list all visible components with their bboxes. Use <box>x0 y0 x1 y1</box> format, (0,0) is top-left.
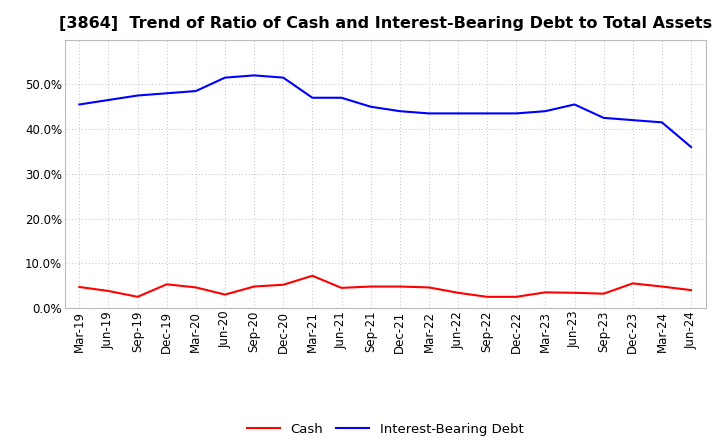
Interest-Bearing Debt <box>687 144 696 150</box>
Interest-Bearing Debt <box>629 117 637 123</box>
Interest-Bearing Debt <box>395 109 404 114</box>
Interest-Bearing Debt <box>483 111 492 116</box>
Cash <box>104 288 113 293</box>
Interest-Bearing Debt <box>192 88 200 94</box>
Interest-Bearing Debt <box>512 111 521 116</box>
Interest-Bearing Debt <box>570 102 579 107</box>
Interest-Bearing Debt <box>220 75 229 80</box>
Line: Cash: Cash <box>79 276 691 297</box>
Cash <box>687 287 696 293</box>
Cash <box>541 290 550 295</box>
Cash <box>570 290 579 295</box>
Cash <box>366 284 375 289</box>
Interest-Bearing Debt <box>454 111 462 116</box>
Cash <box>657 284 666 289</box>
Interest-Bearing Debt <box>104 97 113 103</box>
Cash <box>308 273 317 279</box>
Interest-Bearing Debt <box>541 109 550 114</box>
Cash <box>133 294 142 300</box>
Cash <box>250 284 258 289</box>
Cash <box>337 285 346 290</box>
Cash <box>163 282 171 287</box>
Cash <box>629 281 637 286</box>
Interest-Bearing Debt <box>308 95 317 100</box>
Interest-Bearing Debt <box>425 111 433 116</box>
Line: Interest-Bearing Debt: Interest-Bearing Debt <box>79 75 691 147</box>
Cash <box>75 284 84 290</box>
Interest-Bearing Debt <box>75 102 84 107</box>
Cash <box>395 284 404 289</box>
Interest-Bearing Debt <box>250 73 258 78</box>
Title: [3864]  Trend of Ratio of Cash and Interest-Bearing Debt to Total Assets: [3864] Trend of Ratio of Cash and Intere… <box>58 16 712 32</box>
Interest-Bearing Debt <box>366 104 375 109</box>
Cash <box>425 285 433 290</box>
Interest-Bearing Debt <box>163 91 171 96</box>
Cash <box>454 290 462 295</box>
Cash <box>192 285 200 290</box>
Cash <box>220 292 229 297</box>
Interest-Bearing Debt <box>337 95 346 100</box>
Interest-Bearing Debt <box>657 120 666 125</box>
Cash <box>512 294 521 300</box>
Cash <box>483 294 492 300</box>
Interest-Bearing Debt <box>133 93 142 98</box>
Cash <box>279 282 287 287</box>
Legend: Cash, Interest-Bearing Debt: Cash, Interest-Bearing Debt <box>241 418 529 440</box>
Cash <box>599 291 608 296</box>
Interest-Bearing Debt <box>279 75 287 80</box>
Interest-Bearing Debt <box>599 115 608 121</box>
